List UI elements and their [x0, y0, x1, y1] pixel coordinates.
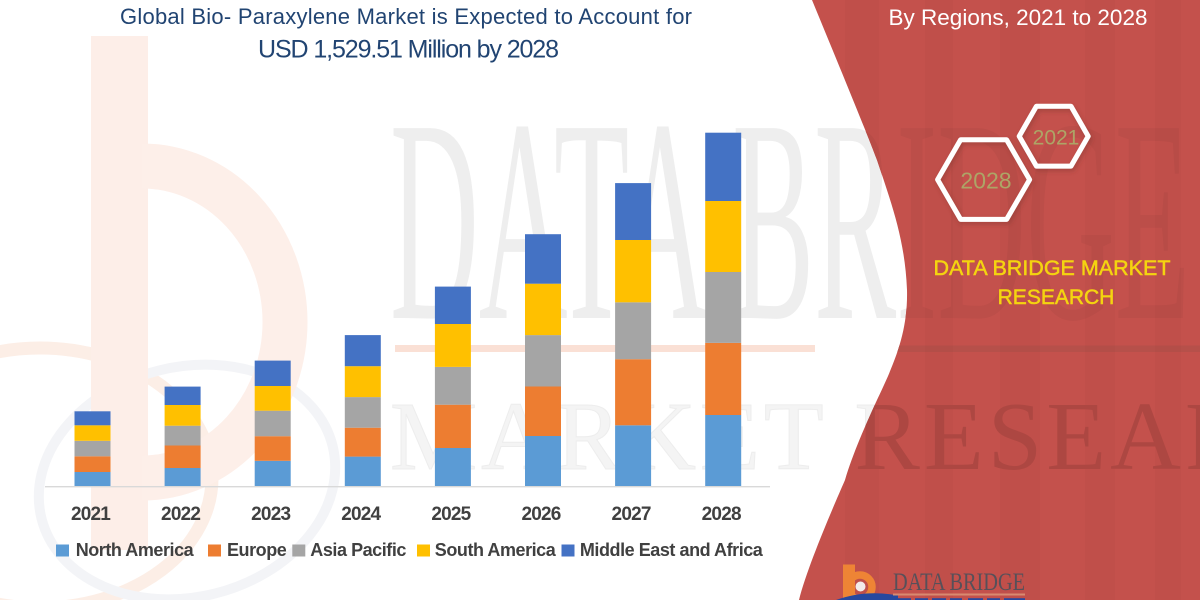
svg-text:By Regions, 2021 to 2028: By Regions, 2021 to 2028	[889, 5, 1148, 30]
svg-text:2024: 2024	[341, 504, 381, 525]
svg-text:2028: 2028	[702, 504, 741, 525]
svg-text:DATA BRIDGE MARKET: DATA BRIDGE MARKET	[934, 256, 1171, 280]
svg-text:2021: 2021	[71, 504, 111, 525]
svg-text:2022: 2022	[161, 504, 200, 525]
svg-text:North America: North America	[76, 540, 195, 560]
svg-text:2027: 2027	[612, 504, 651, 525]
svg-text:Global Bio- Paraxylene Market: Global Bio- Paraxylene Market is Expecte…	[120, 4, 692, 29]
svg-text:RESEARCH: RESEARCH	[998, 286, 1115, 309]
svg-text:South America: South America	[435, 540, 557, 560]
svg-text:Asia Pacific: Asia Pacific	[310, 540, 406, 560]
svg-text:2026: 2026	[521, 504, 560, 525]
svg-text:2021: 2021	[1033, 126, 1080, 149]
svg-text:DATA BRIDGE: DATA BRIDGE	[893, 569, 1025, 596]
svg-text:2028: 2028	[960, 168, 1011, 194]
svg-text:USD 1,529.51 Million by 2028: USD 1,529.51 Million by 2028	[258, 35, 559, 63]
svg-text:2025: 2025	[431, 504, 471, 525]
svg-text:Europe: Europe	[227, 540, 287, 560]
svg-text:Middle East and Africa: Middle East and Africa	[580, 540, 764, 560]
svg-text:2023: 2023	[251, 504, 290, 525]
